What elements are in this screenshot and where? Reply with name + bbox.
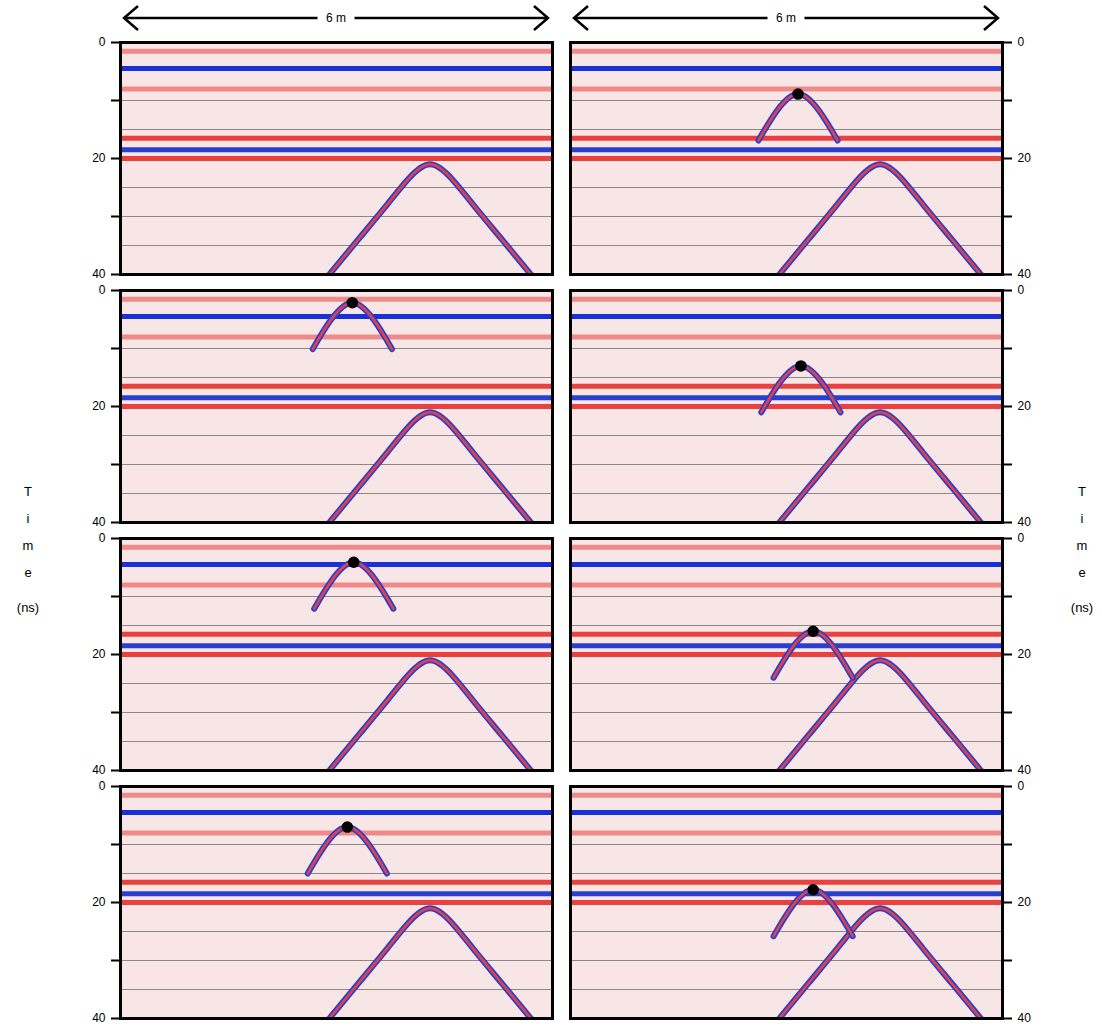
svg-text:40: 40 [92,1011,106,1025]
svg-text:20: 20 [92,895,106,909]
svg-text:20: 20 [1018,399,1032,413]
svg-text:40: 40 [1018,267,1032,281]
svg-text:0: 0 [1018,779,1025,793]
svg-text:6 m: 6 m [776,11,796,25]
svg-text:0: 0 [1018,35,1025,49]
svg-text:0: 0 [1018,283,1025,297]
svg-text:6 m: 6 m [326,11,346,25]
svg-text:20: 20 [92,399,106,413]
svg-text:40: 40 [1018,763,1032,777]
svg-text:40: 40 [92,515,106,529]
svg-text:0: 0 [1018,531,1025,545]
svg-text:0: 0 [99,35,106,49]
html-text:e: e [24,565,32,580]
svg-text:40: 40 [92,267,106,281]
html-text:m: m [1076,538,1088,553]
html-text:T: T [24,484,32,499]
html-text:m: m [22,538,34,553]
html-text:i: i [26,511,30,526]
html-text:(ns): (ns) [16,600,40,615]
svg-text:0: 0 [99,283,106,297]
svg-text:0: 0 [99,779,106,793]
svg-text:40: 40 [1018,1011,1032,1025]
html-text:i: i [1080,511,1084,526]
html-text:(ns): (ns) [1070,600,1094,615]
svg-text:20: 20 [92,151,106,165]
html-text:T: T [1078,484,1086,499]
svg-text:20: 20 [92,647,106,661]
svg-text:20: 20 [1018,151,1032,165]
svg-text:20: 20 [1018,647,1032,661]
svg-text:0: 0 [99,531,106,545]
svg-text:20: 20 [1018,895,1032,909]
html-text:e: e [1078,565,1086,580]
svg-text:40: 40 [1018,515,1032,529]
svg-text:40: 40 [92,763,106,777]
